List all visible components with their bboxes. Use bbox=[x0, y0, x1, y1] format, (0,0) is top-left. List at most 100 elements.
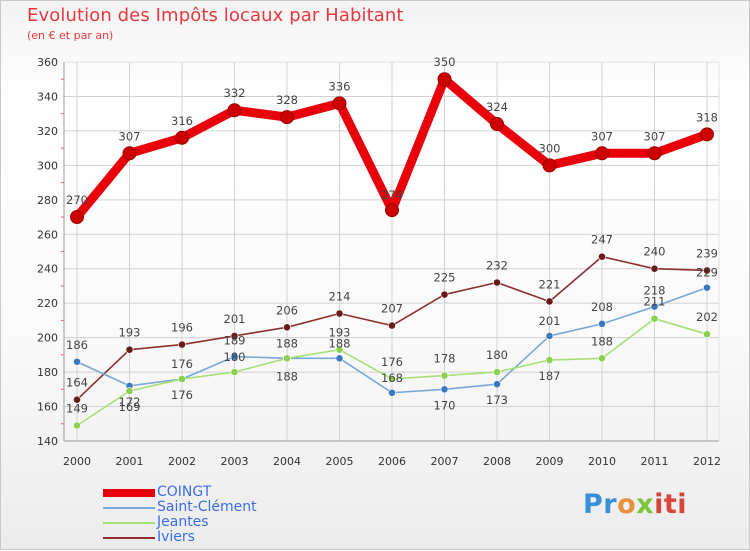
chart-subtitle: (en € et par an) bbox=[27, 29, 114, 42]
data-label: 214 bbox=[329, 290, 351, 304]
legend-label-jeantes: Jeantes bbox=[157, 514, 209, 530]
data-label: 247 bbox=[591, 233, 613, 247]
data-point bbox=[230, 368, 239, 376]
legend-swatch-iviers bbox=[103, 537, 155, 539]
data-point bbox=[598, 319, 606, 328]
legend-label-coingt: COINGT bbox=[157, 484, 212, 500]
data-point bbox=[650, 314, 659, 323]
data-label: 164 bbox=[66, 376, 88, 390]
data-point bbox=[545, 356, 554, 364]
y-tick-label: 160 bbox=[37, 401, 58, 414]
legend-label-saint-clement: Saint-Clément bbox=[157, 499, 257, 515]
y-tick-label: 140 bbox=[37, 435, 58, 448]
x-tick-label: 2002 bbox=[168, 455, 196, 468]
data-point bbox=[650, 302, 659, 311]
x-tick-label: 2011 bbox=[641, 455, 669, 468]
legend-swatch-saint-clement bbox=[103, 507, 155, 509]
data-point bbox=[335, 354, 344, 363]
x-tick-label: 2004 bbox=[273, 455, 301, 468]
data-point bbox=[335, 309, 344, 318]
data-point bbox=[490, 117, 504, 132]
x-tick-label: 2003 bbox=[221, 455, 249, 468]
data-label: 170 bbox=[434, 398, 456, 412]
data-label: 176 bbox=[171, 357, 193, 371]
data-point bbox=[178, 375, 186, 383]
data-label: 176 bbox=[381, 355, 403, 369]
data-label: 187 bbox=[539, 369, 561, 383]
data-label: 239 bbox=[696, 246, 718, 260]
x-tick-label: 2001 bbox=[116, 455, 144, 468]
data-point bbox=[178, 340, 186, 349]
data-label: 201 bbox=[224, 312, 246, 326]
data-label: 232 bbox=[486, 259, 508, 273]
data-label: 207 bbox=[381, 302, 403, 316]
data-label: 172 bbox=[119, 395, 141, 409]
data-point bbox=[437, 72, 452, 87]
data-point bbox=[385, 203, 399, 218]
data-label: 300 bbox=[539, 141, 561, 155]
y-tick-label: 200 bbox=[37, 332, 58, 345]
data-point bbox=[703, 330, 711, 339]
data-point bbox=[545, 297, 554, 306]
data-label: 188 bbox=[276, 336, 298, 350]
x-tick-label: 2005 bbox=[326, 455, 354, 468]
x-tick-label: 2009 bbox=[536, 455, 564, 468]
proxiti-logo: Proxiti bbox=[583, 489, 688, 520]
data-label: 229 bbox=[696, 266, 718, 280]
data-point bbox=[388, 321, 396, 330]
data-label: 307 bbox=[119, 129, 141, 143]
data-label: 221 bbox=[539, 277, 561, 291]
data-point bbox=[493, 368, 501, 376]
data-point bbox=[545, 332, 554, 340]
data-label: 176 bbox=[171, 388, 193, 402]
data-point bbox=[493, 380, 501, 389]
data-point bbox=[595, 146, 609, 161]
data-label: 173 bbox=[486, 393, 508, 407]
legend-label-iviers: Iviers bbox=[157, 529, 195, 545]
data-label: 169 bbox=[119, 400, 141, 414]
data-point bbox=[388, 388, 396, 397]
data-point bbox=[280, 110, 294, 125]
data-point bbox=[598, 354, 606, 363]
x-tick-label: 2000 bbox=[63, 455, 91, 468]
data-point bbox=[73, 357, 81, 366]
data-label: 201 bbox=[539, 314, 561, 328]
data-label: 188 bbox=[329, 336, 351, 350]
data-point bbox=[125, 387, 134, 395]
data-label: 180 bbox=[486, 348, 508, 362]
data-label: 350 bbox=[434, 55, 456, 69]
y-tick-label: 300 bbox=[37, 159, 58, 172]
data-point bbox=[703, 266, 711, 275]
data-point bbox=[440, 385, 449, 394]
data-label: 180 bbox=[224, 350, 246, 364]
data-label: 307 bbox=[591, 129, 613, 143]
data-point bbox=[73, 421, 81, 430]
y-tick-label: 280 bbox=[37, 194, 58, 207]
y-tick-label: 320 bbox=[37, 125, 58, 138]
data-point bbox=[230, 332, 239, 340]
data-label: 178 bbox=[434, 352, 456, 366]
data-point bbox=[122, 146, 137, 161]
data-label: 211 bbox=[644, 295, 666, 309]
data-label: 318 bbox=[696, 110, 718, 124]
data-label: 193 bbox=[329, 326, 351, 340]
data-point bbox=[440, 290, 449, 299]
data-label: 193 bbox=[119, 326, 141, 340]
data-point bbox=[283, 354, 291, 363]
data-point bbox=[650, 264, 659, 273]
y-tick-label: 220 bbox=[37, 297, 58, 310]
x-tick-label: 2007 bbox=[431, 455, 459, 468]
data-point bbox=[125, 345, 134, 354]
data-point bbox=[335, 345, 344, 354]
data-label: 332 bbox=[224, 86, 246, 100]
legend-swatch-jeantes bbox=[103, 522, 155, 524]
data-point bbox=[230, 352, 239, 361]
y-tick-label: 340 bbox=[37, 90, 58, 103]
x-tick-label: 2012 bbox=[693, 455, 721, 468]
data-point bbox=[493, 278, 501, 287]
data-point bbox=[73, 395, 81, 404]
data-point bbox=[647, 146, 662, 161]
data-label: 336 bbox=[329, 79, 351, 93]
